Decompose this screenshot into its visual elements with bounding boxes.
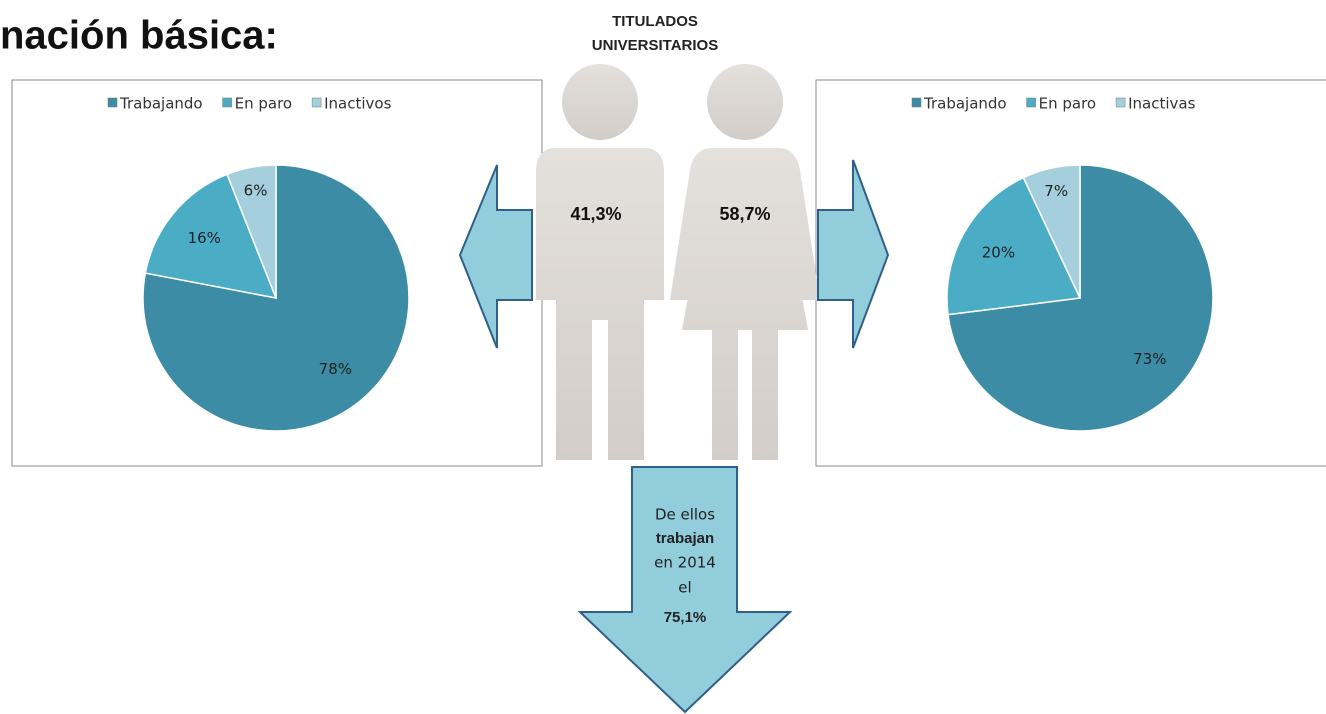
legend-label: Trabajando [923, 95, 1007, 113]
pie-slice [226, 164, 277, 299]
legend-swatch [222, 97, 232, 108]
slice-label: 6% [244, 181, 268, 199]
women-share: 58,7% [719, 204, 770, 224]
slice-label: 78% [319, 360, 352, 378]
arrow-text: 75,1% [664, 609, 707, 626]
legend-swatch [311, 97, 322, 108]
heading: nación básica: [0, 14, 278, 58]
slice-label: 20% [982, 244, 1015, 262]
legend-label: Inactivas [1128, 95, 1195, 113]
slice-label: 7% [1044, 182, 1068, 200]
legend-label: Trabajando [119, 95, 203, 113]
pie-slice [946, 176, 1082, 316]
arrow-text: trabajan [656, 530, 714, 547]
legend-swatch [1026, 97, 1036, 108]
legend-label: Inactivos [324, 95, 391, 113]
legend-swatch [911, 97, 922, 108]
slice-label: 16% [188, 229, 221, 247]
arrow-text: De ellos [655, 506, 715, 524]
legend-label: En paro [235, 95, 292, 113]
center-title: TITULADOS [612, 13, 698, 30]
down-arrow [577, 466, 793, 714]
arrow-text: en 2014 [654, 554, 716, 572]
legend-swatch [1115, 97, 1126, 108]
left-arrow [458, 164, 533, 349]
woman-figure [670, 64, 820, 460]
man-figure [536, 64, 664, 460]
pie-slice [144, 173, 278, 299]
right-arrow [817, 159, 890, 349]
pie-slice [1022, 164, 1081, 299]
slice-label: 73% [1133, 350, 1166, 368]
men-share: 41,3% [570, 204, 621, 224]
center-title: UNIVERSITARIOS [592, 37, 718, 54]
legend-swatch [107, 97, 118, 108]
arrow-text: el [678, 579, 691, 597]
legend-label: En paro [1039, 95, 1096, 113]
